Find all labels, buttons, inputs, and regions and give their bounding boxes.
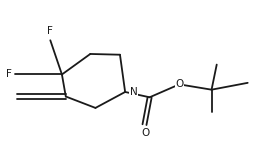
Text: N: N: [130, 87, 138, 97]
Text: O: O: [141, 128, 150, 138]
Text: O: O: [175, 79, 183, 89]
Text: F: F: [6, 69, 12, 79]
Text: F: F: [47, 26, 53, 36]
